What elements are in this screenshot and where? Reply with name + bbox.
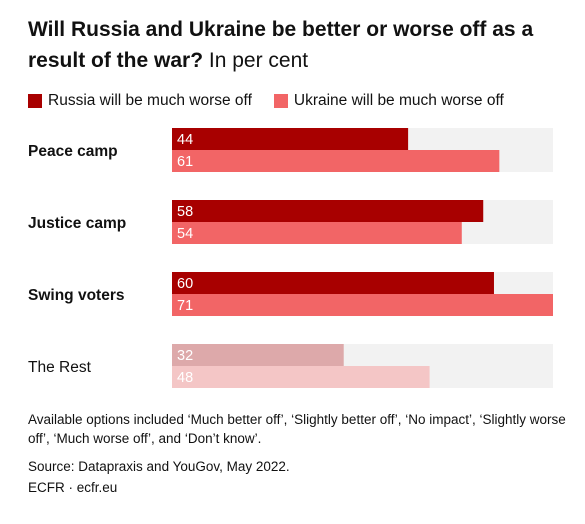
data-label-the-rest-ukraine: 48 [177,370,193,386]
bar-peace-camp-ukraine [172,150,500,172]
category-label-the-rest: The Rest [28,359,92,376]
chart-title: Will Russia and Ukraine be better or wor… [28,14,568,76]
data-label-swing-voters-russia: 60 [177,276,193,292]
bar-justice-camp-ukraine [172,222,462,244]
bar-swing-voters-russia [172,272,494,294]
data-label-the-rest-russia: 32 [177,348,193,364]
legend-item-russia: Russia will be much worse off [28,92,252,110]
legend-swatch-russia [28,94,42,108]
data-label-swing-voters-ukraine: 71 [177,298,193,314]
data-label-justice-camp-ukraine: 54 [177,226,193,242]
data-label-peace-camp-ukraine: 61 [177,154,193,170]
bar-the-rest-ukraine [172,366,430,388]
chart-subtitle: In per cent [208,49,309,72]
source-note: Source: Datapraxis and YouGov, May 2022. [28,459,290,474]
bar-peace-camp-russia [172,128,409,150]
data-label-justice-camp-russia: 58 [177,204,193,220]
bar-swing-voters-ukraine [172,294,553,316]
legend-swatch-ukraine [273,94,288,108]
legend-label-russia: Russia will be much worse off [48,92,252,109]
legend: Russia will be much worse off Ukraine wi… [28,92,504,110]
legend-item-ukraine: Ukraine will be much worse off [273,92,504,110]
category-label-swing-voters: Swing voters [28,287,124,304]
footnote: Available options included ‘Much better … [28,412,566,446]
category-label-justice-camp: Justice camp [28,215,126,232]
category-label-peace-camp: Peace camp [28,143,118,160]
legend-label-ukraine: Ukraine will be much worse off [293,92,504,109]
chart-title-text: Will Russia and Ukraine be better or wor… [28,18,534,72]
credit-note: ECFR · ecfr.eu [28,480,118,495]
data-label-peace-camp-russia: 44 [177,132,193,148]
bar-justice-camp-russia [172,200,484,222]
bar-the-rest-russia [172,344,344,366]
